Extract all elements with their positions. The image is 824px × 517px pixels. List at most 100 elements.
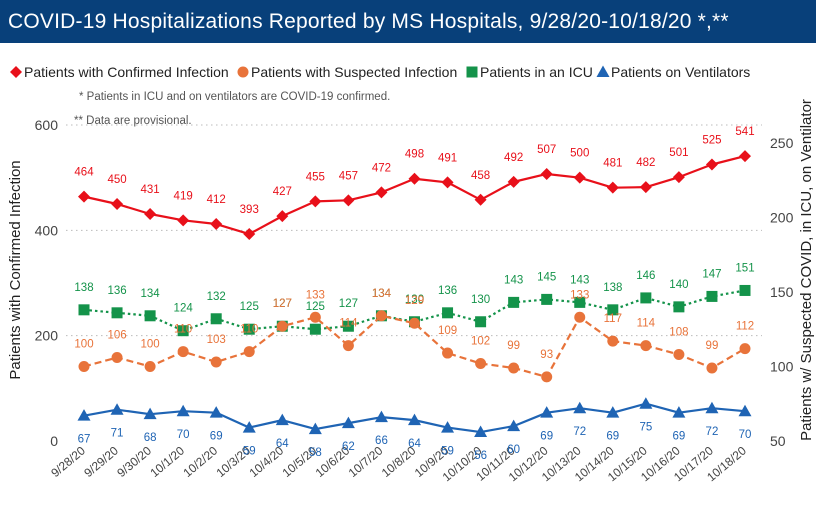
data-point-ventilators [242, 421, 256, 433]
left-axis: 0 200 400 600 Patients with Confirmed Infect… [7, 117, 58, 449]
data-label-suspected: 114 [637, 318, 656, 330]
data-label-suspected: 108 [669, 327, 688, 339]
data-label-confirmed: 498 [405, 149, 424, 161]
data-point-confirmed [573, 171, 586, 184]
chart-note: * Patients in ICU and on ventilators are… [79, 91, 390, 103]
data-point-icu [508, 296, 520, 308]
data-point-suspected [673, 349, 685, 361]
data-point-ventilators [308, 422, 322, 435]
data-point-ventilators [275, 413, 289, 426]
data-point-suspected [640, 340, 652, 352]
data-label-confirmed: 419 [174, 190, 193, 202]
data-point-ventilators [341, 416, 355, 429]
data-label-confirmed: 464 [74, 167, 94, 179]
data-label-icu: 130 [405, 294, 424, 306]
data-label-ventilators: 56 [474, 450, 487, 462]
data-point-confirmed [739, 150, 751, 163]
data-point-suspected [739, 343, 751, 355]
legend-label-ventilators: Patients on Ventilators [611, 64, 750, 80]
data-label-ventilators: 64 [408, 438, 421, 450]
series-confirmed: 464 450 431 419 412 393 427 455 457 472 498 491 458 4… [74, 126, 755, 241]
left-axis-title: Patients with Confirmed Infection [7, 160, 24, 379]
data-point-confirmed [375, 186, 388, 199]
data-point-suspected [111, 352, 123, 364]
data-point-suspected [177, 346, 189, 358]
data-point-confirmed [276, 210, 289, 223]
data-point-ventilators [374, 410, 388, 423]
data-point-icu [144, 310, 156, 322]
legend-item-icu: Patients in an ICU [466, 64, 593, 80]
data-point-ventilators [474, 425, 488, 438]
data-point-ventilators [672, 406, 686, 418]
data-point-confirmed [342, 194, 355, 207]
data-point-ventilators [110, 403, 124, 415]
data-point-icu [243, 323, 255, 335]
data-label-confirmed: 491 [438, 152, 457, 164]
data-point-ventilators [705, 401, 719, 414]
data-label-icu: 143 [504, 274, 523, 286]
data-label-confirmed: 431 [141, 184, 160, 196]
data-label-icu: 124 [174, 303, 194, 315]
data-point-confirmed [705, 158, 718, 171]
data-point-suspected [144, 360, 156, 372]
data-label-icu: 134 [372, 288, 392, 300]
legend-label-icu: Patients in an ICU [480, 64, 593, 80]
data-point-suspected [409, 317, 420, 329]
right-axis: 50 100 150 200 250 Patients w/ Suspected COVI… [770, 99, 815, 449]
data-point-icu [574, 296, 586, 308]
x-tick-label: 9/30/20 [114, 443, 154, 480]
data-point-icu [210, 313, 222, 325]
data-point-icu [673, 301, 685, 313]
right-tick-label: 200 [770, 209, 794, 225]
data-point-icu [78, 304, 90, 316]
legend-label-suspected: Patients with Suspected Infection [251, 64, 457, 80]
data-label-suspected: 134 [372, 288, 392, 300]
data-label-ventilators: 59 [441, 446, 454, 458]
data-label-ventilators: 64 [276, 438, 289, 450]
data-label-icu: 147 [702, 268, 721, 280]
data-point-confirmed [441, 176, 454, 189]
data-label-suspected: 114 [339, 318, 358, 330]
data-label-suspected: 100 [141, 338, 160, 350]
data-point-icu [706, 290, 718, 302]
data-point-ventilators [209, 406, 223, 418]
data-label-confirmed: 455 [306, 171, 325, 183]
data-point-icu [309, 323, 321, 335]
left-tick-label: 400 [35, 222, 59, 238]
data-label-ventilators: 69 [606, 431, 619, 443]
data-label-suspected: 133 [306, 289, 325, 301]
data-label-ventilators: 69 [540, 431, 553, 443]
data-label-ventilators: 69 [673, 431, 686, 443]
data-point-suspected [475, 357, 487, 369]
data-label-confirmed: 481 [603, 158, 622, 170]
data-label-confirmed: 500 [570, 148, 589, 160]
legend-marker-icu [466, 66, 478, 78]
data-point-ventilators [143, 407, 157, 420]
legend-label-confirmed: Patients with Confirmed Infection [24, 64, 229, 80]
data-point-ventilators [606, 406, 620, 418]
data-label-suspected: 133 [570, 289, 589, 301]
right-tick-label: 150 [770, 284, 794, 300]
data-label-ventilators: 60 [507, 444, 520, 456]
data-label-confirmed: 393 [240, 204, 259, 216]
data-point-suspected [342, 340, 354, 352]
data-point-suspected [706, 362, 718, 374]
data-point-confirmed [639, 181, 652, 194]
legend-marker-ventilators [596, 65, 610, 77]
right-tick-label: 100 [770, 358, 794, 374]
data-point-ventilators [738, 404, 752, 417]
data-point-ventilators [540, 406, 554, 418]
data-point-confirmed [243, 228, 256, 241]
data-point-suspected [375, 310, 387, 322]
data-label-confirmed: 541 [735, 126, 754, 138]
data-point-icu [739, 284, 751, 296]
data-point-icu [607, 304, 619, 316]
data-point-confirmed [177, 214, 190, 227]
data-point-ventilators [573, 401, 587, 414]
data-label-confirmed: 482 [636, 157, 655, 169]
data-point-ventilators [77, 409, 91, 421]
data-label-icu: 138 [603, 282, 622, 294]
series-ventilators: 67 71 68 70 69 59 64 58 62 66 64 59 56 60 69 72 69 75 69 72… [77, 397, 752, 462]
data-point-confirmed [474, 193, 487, 206]
